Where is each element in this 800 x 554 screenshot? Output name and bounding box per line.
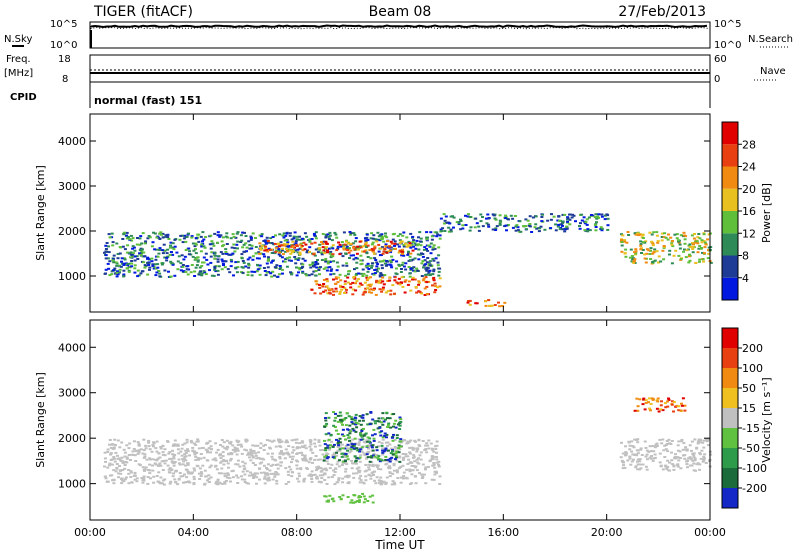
feature-2: [322, 411, 403, 463]
colorbar-tick-label: -200: [742, 482, 767, 495]
x-tick-label: 04:00: [177, 526, 209, 539]
colorbar-tick-label: -15: [742, 422, 760, 435]
feature-6: [619, 231, 713, 265]
colorbar-swatch: [722, 255, 738, 278]
power-colorbar: 4 8 12 16 20 24 28: [721, 121, 756, 301]
feature-5: [633, 397, 687, 413]
velocity-colorbar-label: Velocity [m s⁻¹]: [760, 377, 773, 462]
y-tick-label: 1000: [58, 478, 86, 491]
colorbar-swatch: [722, 144, 738, 167]
colorbar-swatch: [722, 448, 738, 468]
colorbar-tick-label: 28: [742, 138, 756, 151]
colorbar-swatch: [722, 188, 738, 211]
feature-4: [466, 299, 507, 308]
colorbar-swatch: [722, 166, 738, 189]
y-tick-label: 3000: [58, 387, 86, 400]
cpid-label: CPID: [10, 92, 37, 103]
x-axis-label: Time UT: [374, 538, 425, 552]
y-tick-label: 2000: [58, 225, 86, 238]
nave-tick-bottom: 0: [714, 74, 720, 85]
freq-label: Freq.: [6, 54, 31, 65]
colorbar-swatch: [722, 233, 738, 256]
power-y-axis-label: Slant Range [km]: [34, 165, 47, 261]
colorbar-tick-label: 12: [742, 227, 756, 240]
colorbar-tick-label: 8: [742, 250, 749, 263]
power-colorbar-label: Power [dB]: [760, 183, 773, 243]
nsky-panel: [89, 21, 711, 49]
feature-3: [310, 276, 442, 296]
feature-1: [103, 231, 442, 278]
y-tick-label: 3000: [58, 180, 86, 193]
colorbar-swatch: [722, 388, 738, 408]
time-x-axis: 00:00 04:00 08:00 12:00 16:00 20:00 00:00: [74, 114, 726, 539]
nsky-label: N.Sky: [4, 34, 32, 45]
freq-unit: [MHz]: [4, 68, 33, 79]
feature-1: [103, 438, 442, 486]
colorbar-swatch: [722, 211, 738, 234]
nsky-tick-top: 10^5: [50, 19, 77, 30]
feature-3: [323, 492, 375, 504]
y-tick-label: 2000: [58, 432, 86, 445]
x-tick-label: 20:00: [591, 526, 623, 539]
colorbar-tick-label: 15: [742, 402, 756, 415]
beam-label: Beam 08: [369, 4, 432, 20]
nsky-tick-bottom: 10^0: [50, 40, 77, 51]
plot-title: TIGER (fitACF): [93, 4, 193, 20]
colorbar-swatch: [722, 348, 738, 368]
x-tick-label: 12:00: [384, 526, 416, 539]
feature-5: [439, 213, 610, 233]
velocity-colorbar: 200 100 50 15 -15 -50 -100 -200: [721, 327, 767, 509]
colorbar-tick-label: 200: [742, 342, 763, 355]
nsearch-tick-top: 10^5: [714, 19, 741, 30]
colorbar-swatch: [722, 488, 738, 508]
x-tick-label: 08:00: [281, 526, 313, 539]
colorbar-tick-label: 24: [742, 161, 756, 174]
y-tick-label: 1000: [58, 270, 86, 283]
nave-tick-top: 60: [714, 54, 727, 65]
cpid-value: normal (fast) 151: [94, 94, 202, 107]
nsearch-label: N.Search: [748, 34, 793, 45]
date-label: 27/Feb/2013: [618, 4, 706, 20]
nave-label: Nave: [760, 66, 786, 77]
colorbar-tick-label: 4: [742, 272, 749, 285]
feature-2: [258, 240, 415, 256]
colorbar-tick-label: -50: [742, 442, 760, 455]
feature-4: [619, 438, 713, 472]
colorbar-swatch: [722, 368, 738, 388]
velocity-heatmap: [103, 397, 713, 504]
x-tick-label: 00:00: [74, 526, 106, 539]
colorbar-swatch: [722, 277, 738, 300]
colorbar-swatch: [722, 408, 738, 428]
freq-panel: [89, 54, 711, 83]
colorbar-tick-label: 100: [742, 362, 763, 375]
colorbar-tick-label: -100: [742, 462, 767, 475]
colorbar-tick-label: 20: [742, 183, 756, 196]
power-y-axis: 1000 2000 3000 4000: [58, 135, 710, 283]
velocity-y-axis: 1000 2000 3000 4000: [58, 341, 710, 491]
colorbar-swatch: [722, 468, 738, 488]
velocity-y-axis-label: Slant Range [km]: [34, 372, 47, 468]
power-heatmap: [103, 213, 713, 308]
nsearch-tick-bottom: 10^0: [714, 40, 741, 51]
freq-tick-top: 18: [58, 54, 71, 65]
colorbar-tick-label: 50: [742, 382, 756, 395]
y-tick-label: 4000: [58, 135, 86, 148]
colorbar-tick-label: 16: [742, 205, 756, 218]
colorbar-swatch: [722, 428, 738, 448]
y-tick-label: 4000: [58, 341, 86, 354]
freq-tick-bottom: 8: [62, 74, 68, 85]
x-tick-label: 00:00: [694, 526, 726, 539]
colorbar-swatch: [722, 328, 738, 348]
colorbar-swatch: [722, 122, 738, 145]
x-tick-label: 16:00: [487, 526, 519, 539]
